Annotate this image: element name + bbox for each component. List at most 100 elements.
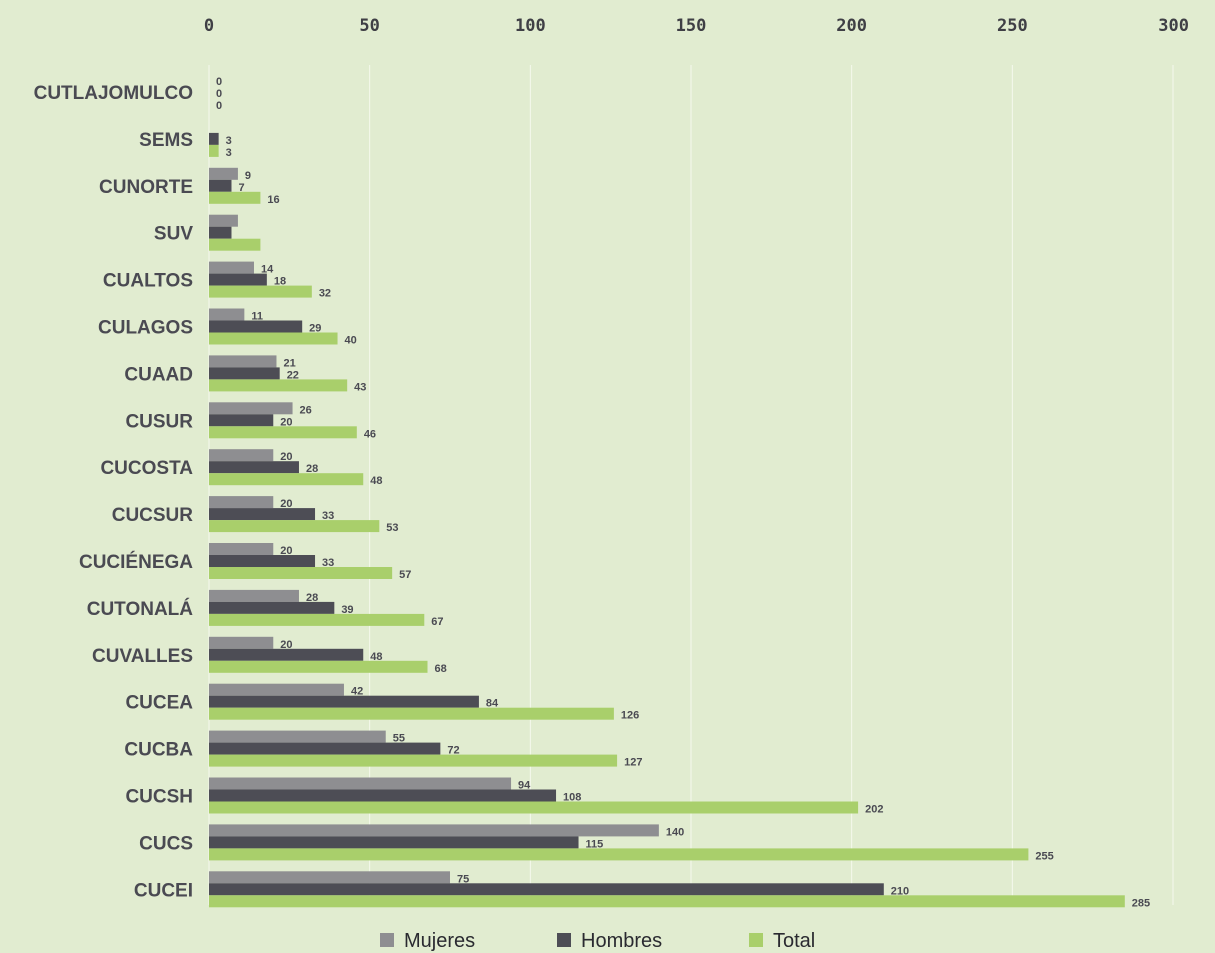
bar-mujeres [209,777,512,790]
data-label-hombres: 3 [226,135,232,147]
data-label-hombres: 29 [309,323,321,335]
data-label-hombres: 28 [306,463,318,475]
legend-label-mujeres: Mujeres [404,930,475,952]
data-label-total: 0 [216,100,222,112]
bar-mujeres [209,261,254,274]
category-label: CUCSH [125,787,193,808]
legend: Mujeres Hombres Total [380,930,815,952]
bar-hombres [209,648,364,661]
legend-label-hombres: Hombres [581,930,662,952]
category-label: CUAAD [124,364,193,385]
bar-total [209,520,380,533]
legend-label-total: Total [773,930,815,952]
category-label: SEMS [139,130,193,151]
category-label: CUCS [139,833,193,854]
category-label: CUALTOS [103,271,193,292]
legend-swatch-total [749,933,763,947]
bar-total [209,801,859,814]
data-label-total: 3 [226,147,232,159]
bar-total [209,473,364,486]
bar-total [209,285,312,298]
data-label-total: 202 [865,804,883,816]
x-tick-label: 300 [1158,16,1189,36]
category-label: CUCEI [134,880,193,901]
x-tick-label: 200 [836,16,867,36]
gridlines [208,65,1174,905]
bar-hombres [209,320,303,333]
data-label-total: 57 [399,569,411,581]
data-label-mujeres: 11 [251,311,263,323]
category-label: CULAGOS [98,318,193,339]
data-label-hombres: 33 [322,510,334,522]
bar-hombres [209,883,884,896]
bar-mujeres [209,824,659,837]
bar-total [209,660,428,673]
bar-total [209,895,1125,908]
category-label: CUCBA [124,740,193,761]
data-label-mujeres: 20 [280,498,292,510]
data-label-mujeres: 26 [300,404,312,416]
data-label-hombres: 39 [341,604,353,616]
bar-mujeres [209,355,277,368]
bars: 0003397161418321129402122432620462028482… [209,76,1150,909]
data-label-mujeres: 75 [457,873,469,885]
bar-mujeres [209,214,238,227]
data-label-mujeres: 0 [216,76,222,88]
data-label-mujeres: 21 [283,357,295,369]
data-label-total: 48 [370,475,382,487]
data-label-mujeres: 9 [245,170,251,182]
bar-hombres [209,555,316,567]
data-label-total: 53 [386,522,398,534]
data-label-mujeres: 42 [351,686,363,698]
data-label-total: 32 [319,288,331,300]
bar-mujeres [209,449,274,462]
bar-mujeres [209,730,386,743]
bar-hombres [209,789,557,802]
bar-mujeres [209,636,274,649]
bar-hombres [209,742,441,755]
bar-total [209,332,338,345]
data-label-hombres: 84 [486,698,499,710]
x-tick-label: 150 [676,16,707,36]
data-label-mujeres: 94 [518,780,531,792]
legend-swatch-hombres [557,933,571,947]
data-label-hombres: 0 [216,88,222,100]
data-label-total: 16 [267,194,279,206]
bar-hombres [209,695,479,708]
bar-total [209,238,261,251]
bar-hombres [209,836,579,849]
data-label-hombres: 210 [891,885,909,897]
bar-mujeres [209,167,238,180]
data-label-total: 126 [621,710,639,722]
bar-hombres [209,273,267,286]
category-label: CUTLAJOMULCO [34,83,193,104]
x-axis-ticks: 0 50 100 150 200 250 300 [204,16,1189,36]
data-label-hombres: 33 [322,557,334,569]
bar-total [209,144,219,157]
bar-hombres [209,132,219,145]
data-label-hombres: 20 [280,416,292,428]
data-label-mujeres: 28 [306,592,318,604]
bar-hombres [209,179,232,192]
bar-hombres [209,508,316,521]
x-tick-label: 50 [359,16,379,36]
data-label-hombres: 22 [287,369,299,381]
data-label-mujeres: 20 [280,545,292,557]
data-label-hombres: 48 [370,651,382,663]
x-tick-label: 100 [515,16,546,36]
category-label: CUVALLES [92,646,193,667]
data-label-mujeres: 20 [280,451,292,463]
data-label-total: 40 [345,335,357,347]
data-label-total: 46 [364,428,376,440]
x-tick-label: 0 [204,16,214,36]
bar-total [209,848,1029,861]
bar-mujeres [209,871,450,884]
bar-mujeres [209,402,293,415]
bar-total [209,379,348,392]
bar-hombres [209,414,274,427]
bar-total [209,613,425,626]
data-label-mujeres: 55 [393,733,405,745]
bar-mujeres [209,589,299,602]
